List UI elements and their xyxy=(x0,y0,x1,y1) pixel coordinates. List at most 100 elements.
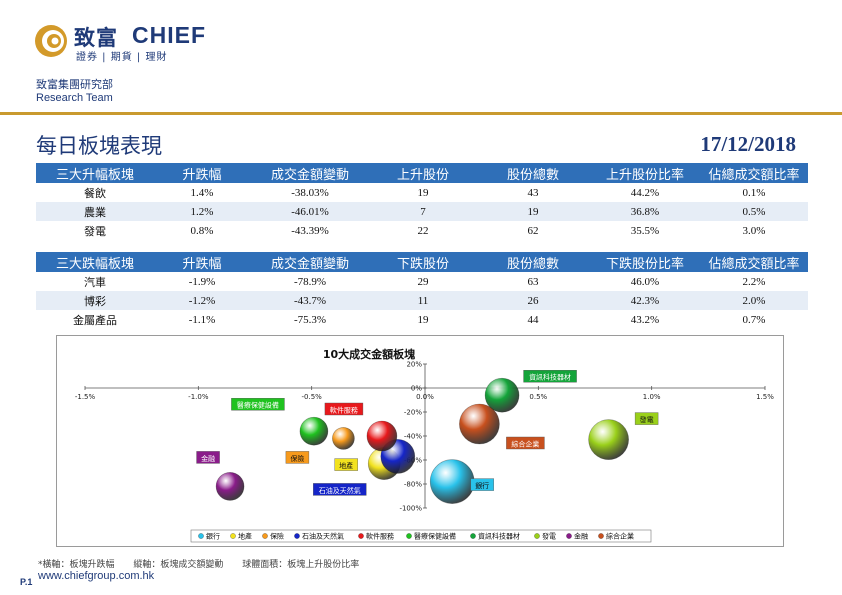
column-header: 成交金額變動 xyxy=(250,163,370,183)
header-divider xyxy=(0,112,842,115)
table-cell: 36.8% xyxy=(590,202,700,221)
legend-label: 軟件服務 xyxy=(366,532,394,541)
report-date: 17/12/2018 xyxy=(700,132,796,156)
sector-name: 發電 xyxy=(84,224,106,238)
column-header: 成交金額變動 xyxy=(250,252,370,272)
legend-label: 金融 xyxy=(574,532,588,541)
table-cell: -1.1% xyxy=(188,313,216,326)
column-header: 三大跌幅板塊 xyxy=(36,252,154,272)
legend-marker xyxy=(198,533,204,539)
table-row: 餐飲 1.4% -38.03% 19 43 44.2% 0.1% xyxy=(36,183,808,202)
chief-logo-icon xyxy=(35,25,67,57)
table-cell: 19 xyxy=(417,186,429,199)
bubble-label: 地產 xyxy=(339,461,353,470)
legend-marker xyxy=(470,533,476,539)
bubble-label-box xyxy=(470,478,494,491)
chart-legend-box xyxy=(190,529,652,543)
legend-marker xyxy=(262,533,268,539)
website-link[interactable]: www.chiefgroup.com.hk xyxy=(38,570,155,582)
chart-title: 10大成交金額板塊 xyxy=(323,347,415,361)
table-cell: -43.39% xyxy=(291,224,329,237)
table-cell: 44 xyxy=(527,313,539,326)
bubble-label: 綜合企業 xyxy=(511,440,539,449)
table-cell: 0.1% xyxy=(742,186,766,199)
column-header: 股份總數 xyxy=(476,163,590,183)
legend-label: 地產 xyxy=(238,532,252,541)
page-title: 每日板塊表現 xyxy=(36,134,162,158)
bubble xyxy=(484,377,520,413)
table-cell: 42.3% xyxy=(590,291,700,310)
table-cell: 29 xyxy=(417,275,429,288)
y-tick-label: -100% xyxy=(399,505,422,513)
table-cell: 3.0% xyxy=(742,224,766,237)
legend-label: 發電 xyxy=(542,532,556,541)
table-cell: 62 xyxy=(527,224,539,237)
table-cell: 26 xyxy=(476,291,590,310)
legend-marker xyxy=(230,533,236,539)
legend-label: 資訊科技器材 xyxy=(478,532,520,541)
x-tick-label: 1.0% xyxy=(643,393,661,401)
legend-marker xyxy=(406,533,412,539)
bubble-label-box xyxy=(506,436,545,450)
table-cell: -38.03% xyxy=(291,186,329,199)
table-row: 汽車 -1.9% -78.9% 29 63 46.0% 2.2% xyxy=(36,272,808,291)
bubble-label-box xyxy=(634,412,659,425)
legend-label: 綜合企業 xyxy=(606,532,634,541)
bubble-label-box xyxy=(334,458,358,471)
footnote-y-axis: 縱軸：板塊成交額變動 xyxy=(133,560,224,570)
y-tick-label: -20% xyxy=(404,409,422,417)
table-header-row: 三大升幅板塊 升跌幅 成交金額變動 上升股份 股份總數 上升股份比率 佔總成交額… xyxy=(36,163,808,183)
bubble-label-box xyxy=(523,370,577,383)
column-header: 三大升幅板塊 xyxy=(36,163,154,183)
x-tick-label: -1.0% xyxy=(188,393,209,401)
legend-marker xyxy=(566,533,572,539)
table-cell: 19 xyxy=(417,313,429,326)
legend-label: 醫療保健設備 xyxy=(414,532,456,541)
logo-english-name: CHIEF xyxy=(132,22,206,48)
bubble-label: 軟件服務 xyxy=(330,406,358,415)
table-cell: 19 xyxy=(476,202,590,221)
legend-marker xyxy=(598,533,604,539)
table-cell: 1.4% xyxy=(190,186,214,199)
table-cell: 2.2% xyxy=(742,275,766,288)
x-tick-label: 0.0% xyxy=(416,393,434,401)
table-cell: 44.2% xyxy=(630,186,660,199)
column-header: 股份總數 xyxy=(476,252,590,272)
sector-name: 農業 xyxy=(36,202,154,221)
bubble xyxy=(215,472,245,501)
table-row: 博彩 -1.2% -43.7% 11 26 42.3% 2.0% xyxy=(36,291,808,310)
bubble-label-box xyxy=(196,451,220,464)
top-gainers-table: 三大升幅板塊 升跌幅 成交金額變動 上升股份 股份總數 上升股份比率 佔總成交額… xyxy=(36,163,808,240)
y-tick-label: 20% xyxy=(406,361,422,369)
bubble-chart: 10大成交金額板塊 -1.5% -1.0% -0.5% 0.0% 0.5% 1.0% 1.5… xyxy=(56,335,784,547)
column-header: 升跌幅 xyxy=(154,252,250,272)
sector-name: 金屬產品 xyxy=(73,313,117,327)
column-header: 上升股份 xyxy=(370,163,476,183)
column-header: 上升股份比率 xyxy=(590,163,700,183)
bubble-label: 保險 xyxy=(290,454,304,463)
table-cell: 11 xyxy=(370,291,476,310)
legend-marker xyxy=(534,533,540,539)
column-header: 下跌股份比率 xyxy=(590,252,700,272)
column-header: 佔總成交額比率 xyxy=(700,252,808,272)
legend-label: 保險 xyxy=(270,532,284,541)
table-row: 農業 1.2% -46.01% 7 19 36.8% 0.5% xyxy=(36,202,808,221)
logo-tagline: 證券 | 期貨 | 理財 xyxy=(76,52,168,63)
x-tick-label: -0.5% xyxy=(302,393,323,401)
table-header-row: 三大跌幅板塊 升跌幅 成交金額變動 下跌股份 股份總數 下跌股份比率 佔總成交額… xyxy=(36,252,808,272)
bubble xyxy=(588,419,629,460)
table-cell: 1.2% xyxy=(154,202,250,221)
department-english: Research Team xyxy=(36,92,113,104)
table-cell: -43.7% xyxy=(250,291,370,310)
bubble xyxy=(366,420,398,452)
table-cell: -46.01% xyxy=(250,202,370,221)
sector-name: 汽車 xyxy=(84,275,106,289)
y-tick-label: 0% xyxy=(411,385,422,393)
y-tick-label: -40% xyxy=(404,433,422,441)
table-cell: 7 xyxy=(370,202,476,221)
bubble xyxy=(299,416,329,446)
logo-chinese-name: 致富 xyxy=(74,26,118,50)
bubble-label: 資訊科技器材 xyxy=(529,373,571,382)
footnote-bubble-size: 球體面積：板塊上升股份比率 xyxy=(242,560,360,570)
table-row: 發電 0.8% -43.39% 22 62 35.5% 3.0% xyxy=(36,221,808,240)
